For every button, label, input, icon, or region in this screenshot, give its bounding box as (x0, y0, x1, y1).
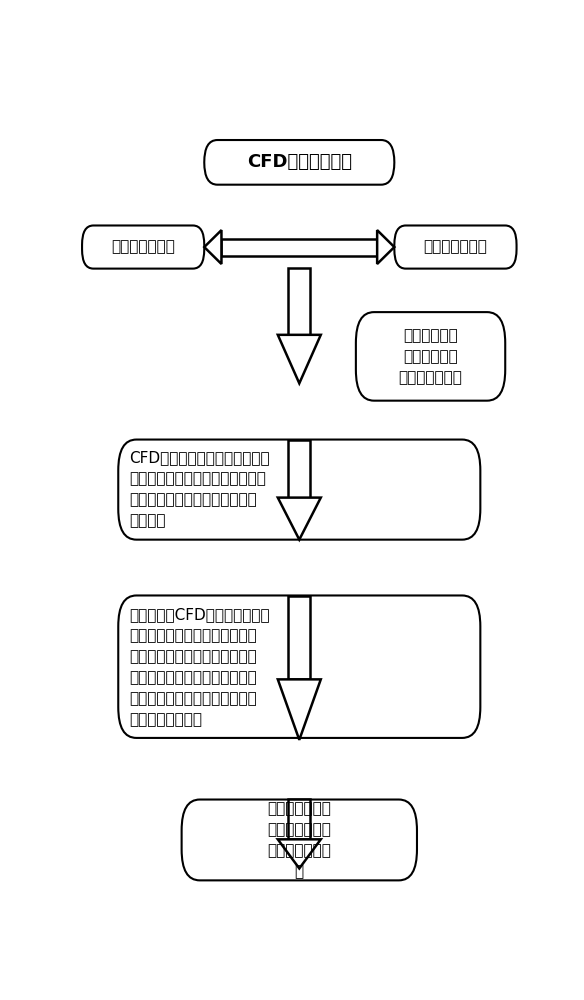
FancyBboxPatch shape (118, 440, 480, 540)
Polygon shape (288, 440, 310, 498)
FancyBboxPatch shape (118, 595, 480, 738)
FancyBboxPatch shape (204, 140, 394, 185)
Polygon shape (278, 498, 321, 540)
Polygon shape (278, 839, 321, 868)
Text: 固体域温度分布: 固体域温度分布 (423, 240, 488, 255)
Polygon shape (377, 230, 394, 264)
Text: 流体域温度分布: 流体域温度分布 (111, 240, 175, 255)
Text: CFD耦合传热计算结果所得到的
固体域温度分布为温度边界条件，
施加到有限元固体模型中，进行
热分析。: CFD耦合传热计算结果所得到的 固体域温度分布为温度边界条件， 施加到有限元固体… (130, 451, 270, 529)
Text: 接着，传递CFD非定常计算得到
的多个时刻的汽流力载荷至有限
元计算模型，并施加离心载荷，
约束叉型叶根销钉孔，约束叶片
凸肩接触面，约束围带接触面，
进行振动: 接着，传递CFD非定常计算得到 的多个时刻的汽流力载荷至有限 元计算模型，并施加… (130, 607, 270, 727)
FancyBboxPatch shape (182, 800, 417, 880)
Text: CFD耦合传热分析: CFD耦合传热分析 (247, 153, 352, 171)
FancyBboxPatch shape (394, 225, 516, 269)
Polygon shape (288, 596, 310, 679)
Text: 对固体域进行
有限元建模，
并施加位移约束: 对固体域进行 有限元建模， 并施加位移约束 (399, 328, 463, 385)
Polygon shape (221, 239, 377, 256)
Polygon shape (288, 268, 310, 335)
FancyBboxPatch shape (82, 225, 204, 269)
Polygon shape (288, 799, 310, 839)
Polygon shape (204, 230, 221, 264)
Polygon shape (278, 679, 321, 740)
FancyBboxPatch shape (356, 312, 505, 401)
Text: 通过振动应力计
算结果分析，完
成叶片安全性校
核: 通过振动应力计 算结果分析，完 成叶片安全性校 核 (267, 801, 331, 879)
Polygon shape (278, 335, 321, 383)
